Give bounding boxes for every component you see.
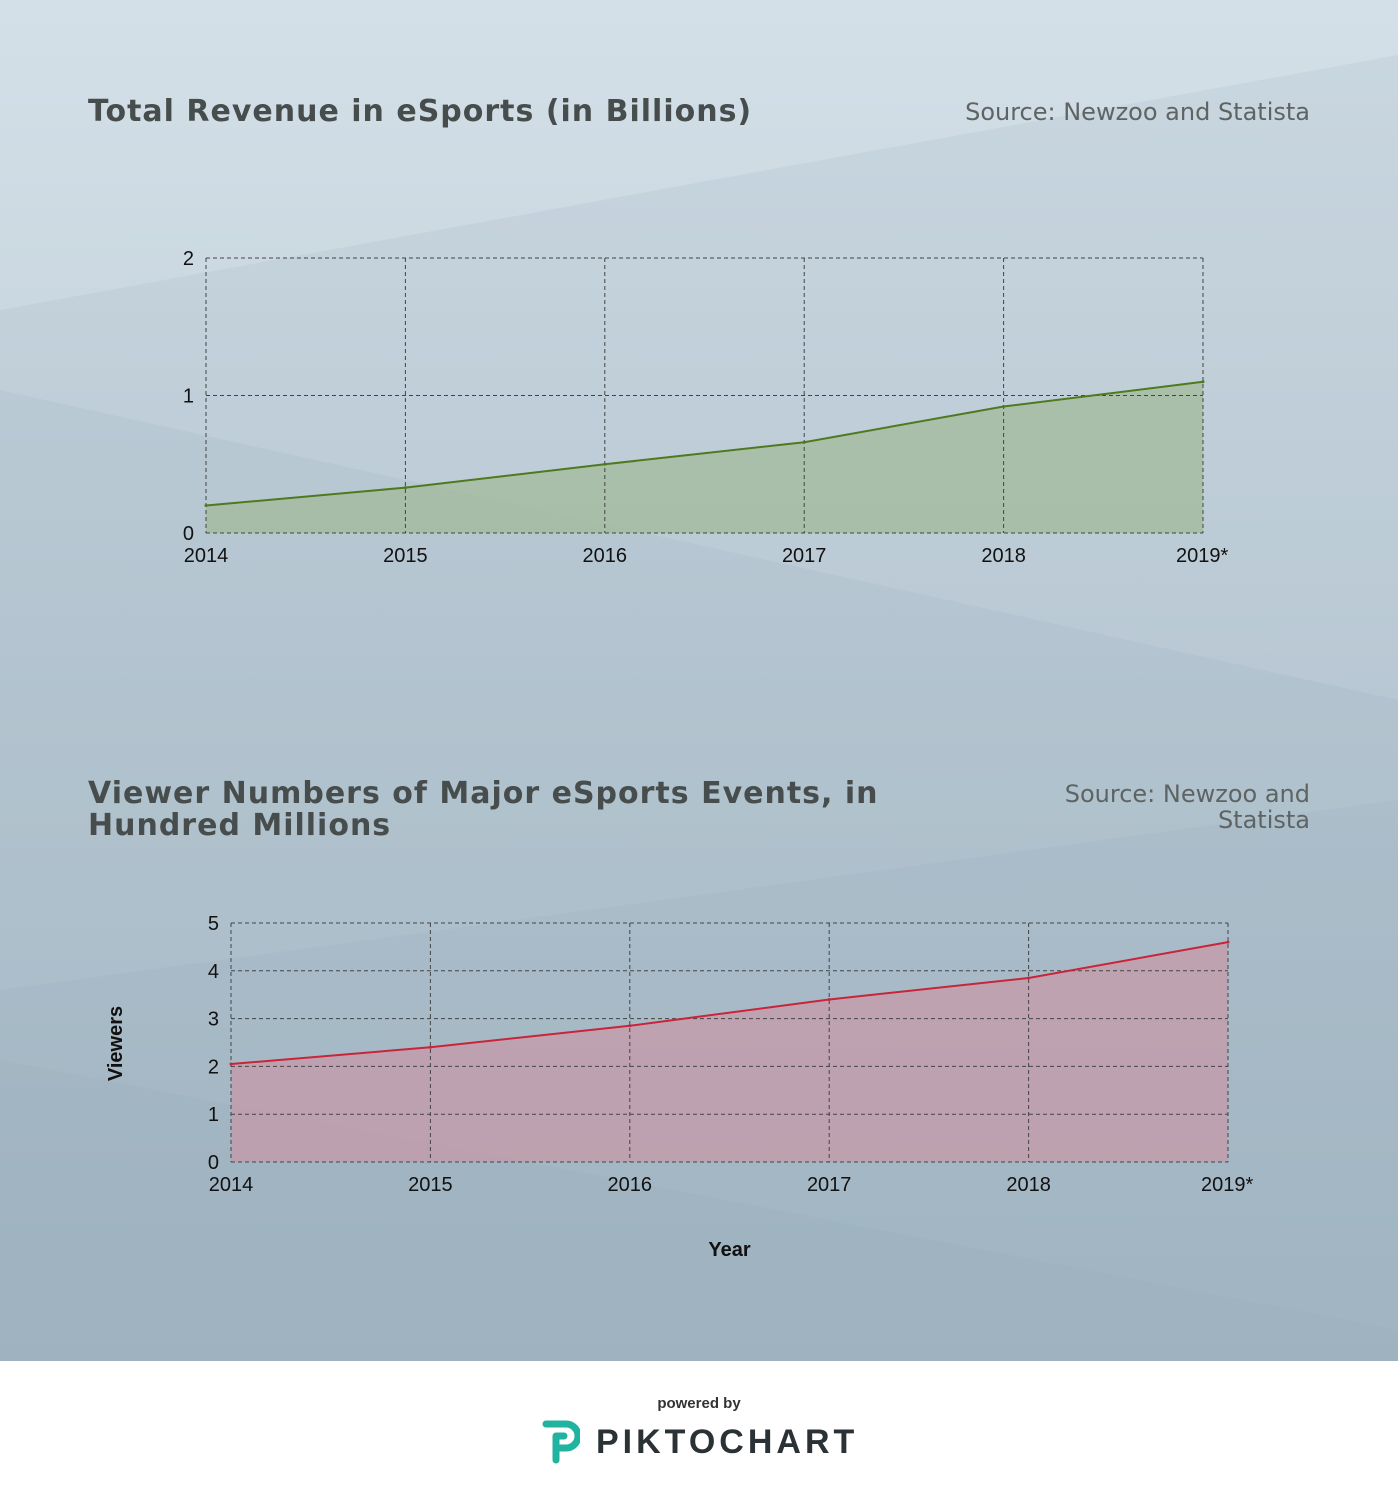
viewers-y-tick-label: 5	[208, 913, 219, 935]
viewers-y-tick-label: 4	[208, 961, 219, 983]
piktochart-logo-icon	[542, 1420, 580, 1464]
revenue-data-point	[603, 462, 607, 466]
revenue-data-point	[403, 486, 407, 490]
revenue-data-point	[204, 504, 208, 507]
piktochart-logo[interactable]: PIKTOCHART	[542, 1419, 858, 1465]
viewers-x-tick-label: 2017	[807, 1174, 852, 1196]
revenue-x-tick-label: 2017	[782, 545, 827, 567]
revenue-y-tick-label: 0	[183, 523, 194, 545]
revenue-x-tick-label: 2018	[981, 545, 1026, 567]
viewers-data-point	[628, 1024, 632, 1028]
revenue-area	[206, 381, 1203, 533]
viewers-x-tick-label: 2014	[209, 1174, 254, 1196]
viewers-y-tick-label: 3	[208, 1009, 219, 1031]
viewers-x-axis-label: Year	[708, 1239, 750, 1261]
revenue-data-point	[802, 440, 806, 444]
piktochart-brand-text: PIKTOCHART	[596, 1422, 859, 1461]
viewers-chart-title-line1: Viewer Numbers of Major eSports Events, …	[88, 776, 879, 811]
revenue-data-point	[1201, 380, 1205, 384]
viewers-chart-source-line1: Source: Newzoo and	[1064, 780, 1310, 808]
viewers-chart: 0 1 2 3 4 5 2014 2015 2016 2017 2018 2019* Viewers Ye…	[105, 913, 1253, 1261]
viewers-data-point	[229, 1062, 233, 1066]
revenue-chart: 0 1 2 2014 2015 2016 2017 2018 2019*	[183, 248, 1229, 567]
revenue-y-tick-label: 1	[183, 386, 194, 408]
viewers-data-point	[1226, 940, 1230, 944]
viewers-x-tick-label: 2019*	[1201, 1174, 1253, 1196]
viewers-data-point	[1027, 976, 1031, 980]
viewers-data-point	[428, 1045, 432, 1049]
powered-by-label: powered by	[657, 1395, 741, 1412]
viewers-y-tick-label: 0	[208, 1152, 219, 1174]
viewers-x-tick-label: 2016	[608, 1174, 653, 1196]
revenue-chart-source: Source: Newzoo and Statista	[965, 98, 1310, 126]
viewers-area	[231, 942, 1228, 1162]
viewers-data-point	[827, 997, 831, 1001]
revenue-x-tick-label: 2014	[184, 545, 229, 567]
viewers-chart-title-line2: Hundred Millions	[88, 808, 392, 843]
viewers-series-line	[230, 941, 1229, 1066]
viewers-y-tick-label: 1	[208, 1104, 219, 1126]
viewers-x-tick-label: 2015	[408, 1174, 453, 1196]
revenue-chart-title: Total Revenue in eSports (in Billions)	[88, 94, 753, 129]
viewers-y-tick-label: 2	[208, 1056, 219, 1078]
viewers-x-tick-label: 2018	[1006, 1174, 1051, 1196]
revenue-x-tick-label: 2019*	[1176, 545, 1228, 567]
revenue-x-tick-label: 2015	[383, 545, 428, 567]
revenue-data-point	[1002, 405, 1006, 408]
revenue-series-line	[205, 380, 1204, 507]
viewers-chart-source-line2: Statista	[1217, 806, 1310, 834]
revenue-x-tick-label: 2016	[583, 545, 628, 567]
footer: powered by PIKTOCHART	[0, 1361, 1398, 1501]
revenue-y-tick-label: 2	[183, 248, 194, 270]
viewers-y-axis-label: Viewers	[105, 1006, 127, 1081]
